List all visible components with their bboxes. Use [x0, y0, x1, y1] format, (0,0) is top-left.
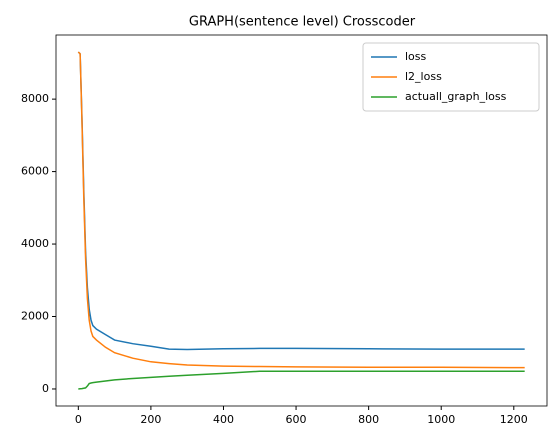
series-line — [77, 51, 525, 369]
x-tick-label: 1000 — [427, 413, 455, 426]
y-tick-label: 2000 — [21, 310, 49, 323]
x-tick-label: 200 — [140, 413, 161, 426]
x-tick-label: 0 — [75, 413, 82, 426]
x-tick-label: 800 — [358, 413, 379, 426]
x-tick-label: 1200 — [500, 413, 528, 426]
plot-frame — [55, 34, 548, 407]
legend-box — [362, 42, 540, 112]
chart-title: GRAPH(sentence level) Crosscoder — [189, 15, 416, 30]
y-tick-label: 0 — [42, 382, 49, 395]
series-line — [78, 370, 525, 390]
legend-label: actuall_graph_loss — [405, 90, 507, 103]
legend-label: l2_loss — [405, 70, 442, 83]
x-tick-label: 600 — [286, 413, 307, 426]
y-tick-label: 8000 — [21, 92, 49, 105]
legend-label: loss — [405, 50, 427, 63]
x-tick-label: 400 — [213, 413, 234, 426]
y-tick-label: 4000 — [21, 237, 49, 250]
y-tick-label: 6000 — [21, 165, 49, 178]
